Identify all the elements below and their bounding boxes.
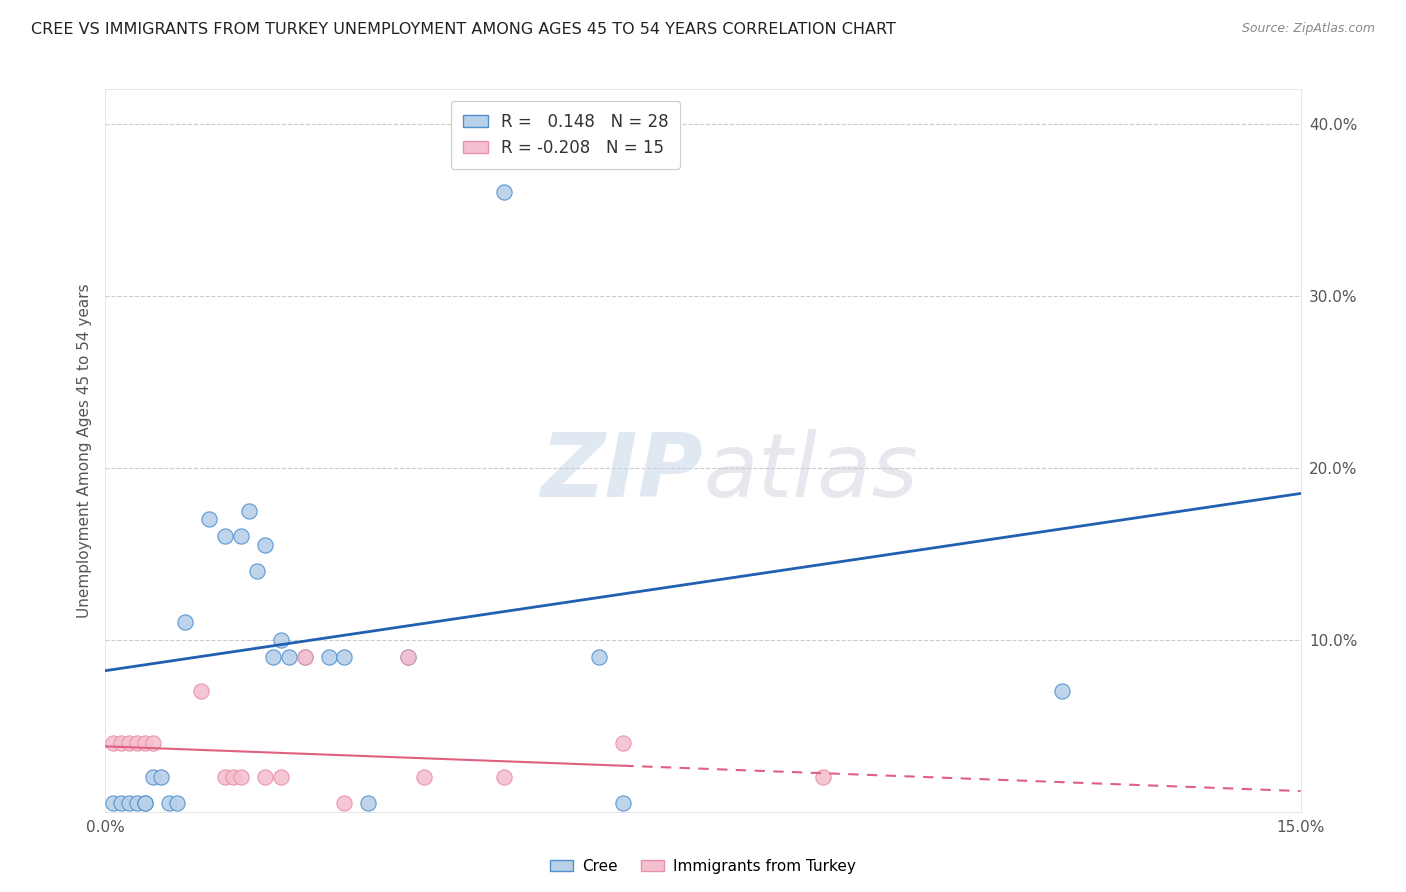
Point [588, 649, 610, 664]
Point [229, 770, 252, 784]
Point [318, 649, 340, 664]
Point [396, 649, 419, 664]
Point [612, 736, 634, 750]
Point [150, 770, 173, 784]
Point [294, 649, 316, 664]
Point [270, 632, 292, 647]
Text: CREE VS IMMIGRANTS FROM TURKEY UNEMPLOYMENT AMONG AGES 45 TO 54 YEARS CORRELATIO: CREE VS IMMIGRANTS FROM TURKEY UNEMPLOYM… [31, 22, 896, 37]
Point [214, 529, 236, 543]
Text: atlas: atlas [703, 429, 918, 516]
Point [262, 649, 284, 664]
Point [492, 186, 515, 200]
Point [492, 770, 515, 784]
Point [811, 770, 834, 784]
Point [142, 770, 165, 784]
Point [1050, 684, 1073, 698]
Point [333, 649, 356, 664]
Point [357, 796, 380, 810]
Point [612, 796, 634, 810]
Point [103, 736, 125, 750]
Point [277, 649, 299, 664]
Point [110, 736, 132, 750]
Point [294, 649, 316, 664]
Point [238, 503, 260, 517]
Point [134, 796, 156, 810]
Point [103, 796, 125, 810]
Point [157, 796, 180, 810]
Point [222, 770, 245, 784]
Point [413, 770, 436, 784]
Point [174, 615, 197, 630]
Point [134, 796, 156, 810]
Y-axis label: Unemployment Among Ages 45 to 54 years: Unemployment Among Ages 45 to 54 years [76, 283, 91, 618]
Point [118, 796, 141, 810]
Point [229, 529, 252, 543]
Point [190, 684, 212, 698]
Point [118, 736, 141, 750]
Point [134, 736, 156, 750]
Point [396, 649, 419, 664]
Point [333, 796, 356, 810]
Legend: Cree, Immigrants from Turkey: Cree, Immigrants from Turkey [544, 853, 862, 880]
Text: Source: ZipAtlas.com: Source: ZipAtlas.com [1241, 22, 1375, 36]
Legend: R =   0.148   N = 28, R = -0.208   N = 15: R = 0.148 N = 28, R = -0.208 N = 15 [451, 101, 681, 169]
Point [198, 512, 221, 526]
Point [253, 770, 276, 784]
Point [110, 796, 132, 810]
Point [270, 770, 292, 784]
Point [127, 736, 149, 750]
Point [214, 770, 236, 784]
Point [166, 796, 188, 810]
Text: ZIP: ZIP [540, 429, 703, 516]
Point [253, 538, 276, 552]
Point [246, 564, 269, 578]
Point [142, 736, 165, 750]
Point [127, 796, 149, 810]
